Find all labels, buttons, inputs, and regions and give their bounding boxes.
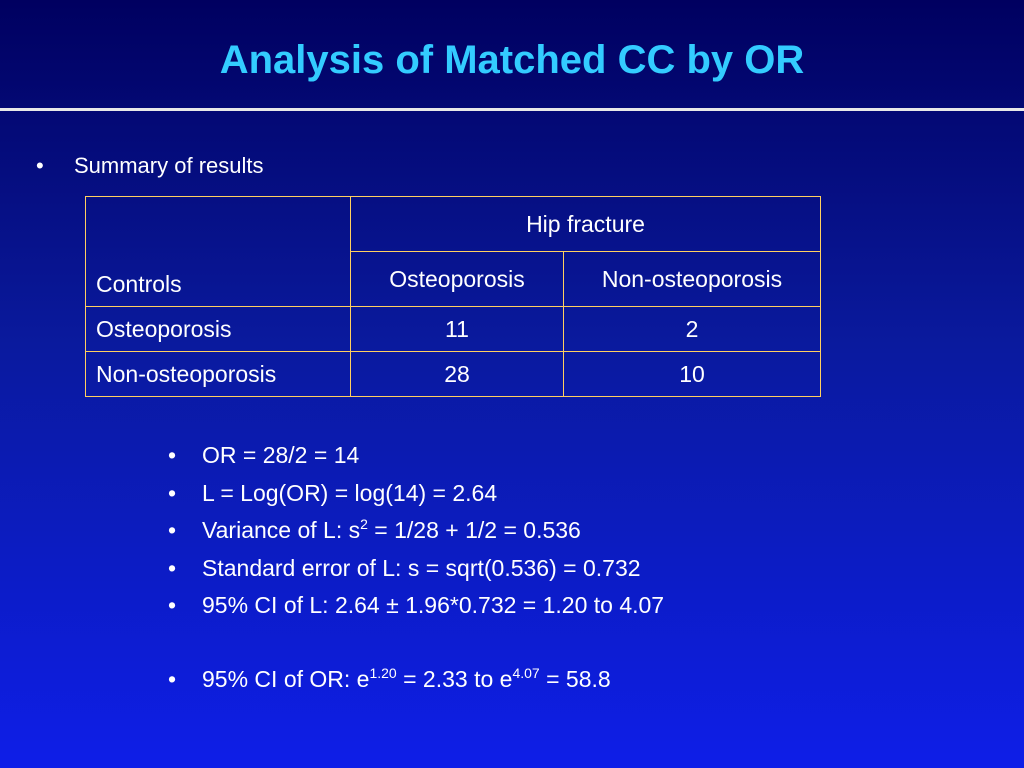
cell-value: 10	[563, 351, 821, 397]
list-item: • OR = 28/2 = 14	[160, 437, 664, 475]
list-item: • Variance of L: s2 = 1/28 + 1/2 = 0.536	[160, 512, 664, 550]
summary-text: Summary of results	[74, 153, 264, 178]
col-header-osteoporosis: Osteoporosis	[350, 251, 564, 307]
cell-value: 28	[350, 351, 564, 397]
superscript: 2	[360, 516, 368, 532]
bullet-text: OR = 28/2 = 14	[202, 442, 360, 468]
col-header-non-osteoporosis: Non-osteoporosis	[563, 251, 821, 307]
list-item: • Standard error of L: s = sqrt(0.536) = …	[160, 550, 664, 588]
bullet-glyph: •	[168, 517, 177, 543]
bullet-text: 95% CI of OR: e	[202, 665, 370, 692]
bullet-text: 95% CI of L: 2.64 ± 1.96*0.732 = 1.20 to…	[202, 592, 665, 618]
bullet-glyph: •	[168, 554, 177, 581]
bullet-text: Standard error of L: s = sqrt(0.536) = 0…	[202, 554, 641, 581]
row-label: Non-osteoporosis	[85, 351, 351, 397]
row-label: Osteoporosis	[85, 306, 351, 352]
results-table: Controls Hip fracture Osteoporosis Non-o…	[85, 196, 821, 397]
superscript: 4.07	[512, 664, 540, 681]
bullet-glyph: •	[36, 153, 44, 178]
bullet-text: = 1/28 + 1/2 = 0.536	[367, 517, 581, 543]
bullet-glyph: •	[168, 442, 177, 468]
bullet-glyph: •	[168, 592, 177, 618]
summary-bullet: • Summary of results	[36, 153, 264, 179]
bullet-text: Variance of L: s	[202, 517, 361, 543]
list-item: • L = Log(OR) = log(14) = 2.64	[160, 475, 664, 513]
controls-header-cell: Controls	[85, 196, 351, 307]
calculation-list: • OR = 28/2 = 14 • L = Log(OR) = log(14) =…	[160, 437, 664, 698]
hip-fracture-header: Hip fracture	[350, 196, 821, 252]
list-item: • 95% CI of L: 2.64 ± 1.96*0.732 = 1.20 t…	[160, 587, 664, 625]
bullet-text: L = Log(OR) = log(14) = 2.64	[202, 479, 498, 506]
superscript: 1.20	[369, 664, 397, 681]
cell-value: 11	[350, 306, 564, 352]
list-item: • 95% CI of OR: e1.20 = 2.33 to e4.07 = 5…	[160, 661, 664, 699]
slide-title: Analysis of Matched CC by OR	[219, 38, 805, 82]
bullet-glyph: •	[168, 479, 177, 506]
bullet-text: = 58.8	[539, 665, 611, 692]
table-row: Non-osteoporosis 28 10	[85, 351, 821, 397]
cell-value: 2	[563, 306, 821, 352]
bullet-text: = 2.33 to e	[396, 665, 513, 692]
bullet-glyph: •	[168, 665, 177, 692]
table-row: Osteoporosis 11 2	[85, 306, 821, 352]
title-divider	[0, 108, 1024, 111]
